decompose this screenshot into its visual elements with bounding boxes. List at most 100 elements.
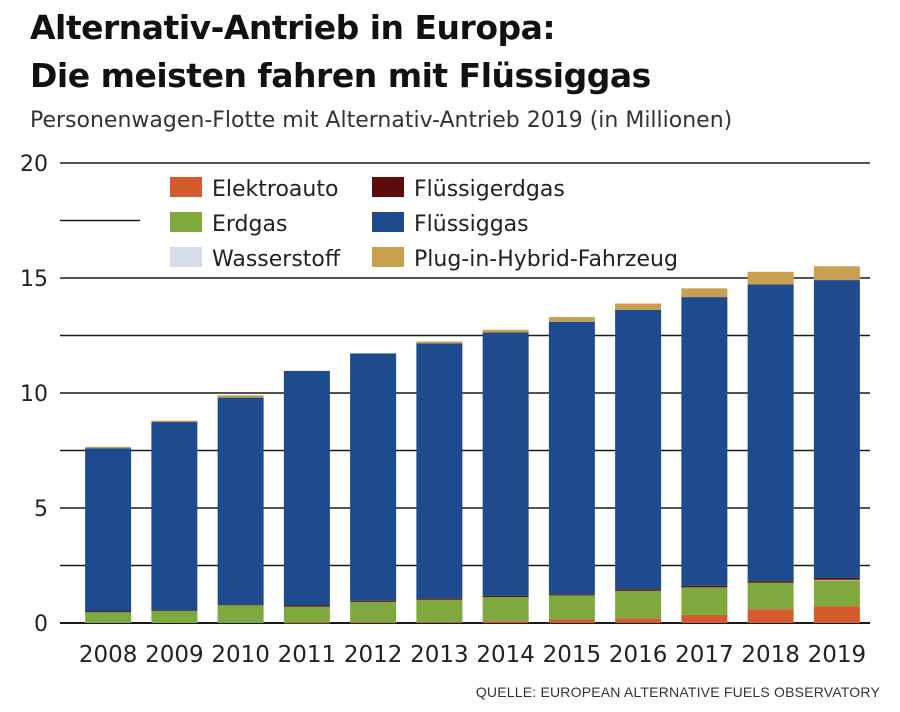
chart-title-line-1: Alternativ-Antrieb in Europa: — [30, 8, 556, 47]
bar-fluessigerdgas-2012 — [350, 600, 397, 602]
bar-erdgas-2015 — [548, 595, 595, 620]
bar-fluessiggas-2018 — [747, 284, 794, 582]
bar-fluessigerdgas-2017 — [681, 585, 728, 588]
bar-erdgas-2018 — [747, 582, 794, 610]
legend-label-fluessigerdgas: Flüssigerdgas — [414, 177, 565, 202]
bar-fluessiggas-2010 — [217, 397, 264, 605]
bar-stacks — [85, 266, 860, 624]
legend-label-plug-in-hybrid-fahrzeug: Plug-in-Hybrid-Fahrzeug — [414, 247, 678, 272]
legend-swatch-fluessiggas — [372, 212, 404, 232]
bar-erdgas-2016 — [615, 590, 662, 619]
legend-swatch-fluessigerdgas — [372, 177, 404, 197]
bar-elektroauto-2012 — [350, 622, 397, 624]
bar-stack-2008 — [85, 446, 132, 623]
legend-label-fluessiggas: Flüssiggas — [414, 212, 529, 237]
bar-elektroauto-2016 — [615, 618, 662, 623]
y-tick-label: 0 — [34, 612, 48, 637]
source-note: QUELLE: EUROPEAN ALTERNATIVE FUELS OBSER… — [475, 684, 880, 700]
bar-elektroauto-2015 — [548, 619, 595, 623]
bar-erdgas-2009 — [151, 610, 198, 623]
bar-fluessiggas-2013 — [416, 343, 463, 599]
legend-label-wasserstoff: Wasserstoff — [212, 247, 341, 272]
bar-plug-in-hybrid-fahrzeug-2013 — [416, 341, 463, 344]
bar-erdgas-2012 — [350, 601, 397, 623]
bar-plug-in-hybrid-fahrzeug-2017 — [681, 288, 728, 298]
legend-item-fluessigerdgas: Flüssigerdgas — [372, 177, 565, 202]
bar-stack-2013 — [416, 341, 463, 623]
bar-stack-2014 — [482, 329, 529, 623]
bar-fluessiggas-2014 — [482, 332, 529, 596]
bar-elektroauto-2017 — [681, 614, 728, 623]
x-tick-label-2011: 2011 — [278, 642, 337, 668]
bar-fluessigerdgas-2019 — [813, 577, 860, 580]
bar-erdgas-2017 — [681, 587, 728, 615]
y-tick-label: 20 — [20, 152, 48, 177]
bar-stack-2016 — [615, 303, 662, 623]
legend-item-elektroauto: Elektroauto — [170, 177, 338, 202]
bar-stack-2018 — [747, 271, 794, 623]
bar-fluessiggas-2016 — [615, 309, 662, 590]
bar-fluessigerdgas-2015 — [548, 594, 595, 596]
bar-fluessigerdgas-2011 — [283, 605, 330, 607]
x-tick-label-2010: 2010 — [211, 642, 270, 668]
bar-erdgas-2019 — [813, 579, 860, 607]
bar-stack-2017 — [681, 288, 728, 623]
y-tick-label: 5 — [34, 497, 48, 522]
bar-fluessiggas-2008 — [85, 448, 132, 612]
x-tick-label-2015: 2015 — [543, 642, 602, 668]
legend-swatch-erdgas — [170, 212, 202, 232]
bar-fluessigerdgas-2014 — [482, 595, 529, 598]
bar-fluessigerdgas-2016 — [615, 589, 662, 591]
bar-erdgas-2013 — [416, 599, 463, 623]
bar-fluessigerdgas-2010 — [217, 604, 264, 606]
legend-item-fluessiggas: Flüssiggas — [372, 212, 529, 237]
bar-plug-in-hybrid-fahrzeug-2015 — [548, 317, 595, 322]
x-tick-label-2008: 2008 — [79, 642, 138, 668]
bar-erdgas-2008 — [85, 611, 132, 623]
bar-elektroauto-2019 — [813, 606, 860, 623]
bar-fluessiggas-2011 — [283, 370, 330, 606]
bar-erdgas-2010 — [217, 605, 264, 623]
legend-item-wasserstoff: Wasserstoff — [170, 247, 341, 272]
bar-fluessiggas-2015 — [548, 321, 595, 595]
y-tick-label: 10 — [20, 382, 48, 407]
bar-elektroauto-2013 — [416, 622, 463, 623]
bar-plug-in-hybrid-fahrzeug-2008 — [85, 446, 132, 449]
bar-stack-2011 — [283, 370, 330, 624]
bar-fluessigerdgas-2008 — [85, 611, 132, 613]
legend-label-erdgas: Erdgas — [212, 212, 287, 237]
x-axis: 2008 2009 2010 2011 2012 2013 2014 2015 2016 2017… — [79, 642, 866, 668]
x-tick-label-2016: 2016 — [609, 642, 668, 668]
bar-plug-in-hybrid-fahrzeug-2016 — [615, 303, 662, 310]
x-tick-label-2017: 2017 — [675, 642, 734, 668]
legend-item-erdgas: Erdgas — [170, 212, 287, 237]
legend-swatch-wasserstoff — [170, 247, 202, 267]
legend: Elektroauto Flüssigerdgas Erdgas Flüssiggas… — [170, 177, 678, 272]
bar-elektroauto-2014 — [482, 621, 529, 623]
bar-stack-2010 — [217, 395, 264, 623]
legend-label-elektroauto: Elektroauto — [212, 177, 338, 202]
x-tick-label-2019: 2019 — [808, 642, 867, 668]
legend-item-plug-in-hybrid-fahrzeug: Plug-in-Hybrid-Fahrzeug — [372, 247, 678, 272]
bar-fluessiggas-2017 — [681, 297, 728, 586]
bar-plug-in-hybrid-fahrzeug-2010 — [217, 395, 264, 398]
bar-plug-in-hybrid-fahrzeug-2014 — [482, 329, 529, 333]
bar-plug-in-hybrid-fahrzeug-2009 — [151, 420, 198, 422]
y-tick-label: 15 — [20, 267, 48, 292]
x-tick-label-2009: 2009 — [145, 642, 204, 668]
chart-subtitle: Personenwagen-Flotte mit Alternativ-Antr… — [30, 108, 733, 133]
x-tick-label-2018: 2018 — [741, 642, 800, 668]
bar-elektroauto-2018 — [747, 609, 794, 623]
legend-swatch-elektroauto — [170, 177, 202, 197]
bar-elektroauto-2011 — [283, 622, 330, 624]
bar-fluessiggas-2012 — [350, 353, 397, 601]
bar-plug-in-hybrid-fahrzeug-2018 — [747, 271, 794, 285]
chart-title-line-2: Die meisten fahren mit Flüssiggas — [30, 56, 651, 95]
legend-swatch-plug-in-hybrid-fahrzeug — [372, 247, 404, 267]
bar-stack-2019 — [813, 266, 860, 623]
bar-stack-2012 — [350, 353, 397, 624]
x-tick-label-2012: 2012 — [344, 642, 403, 668]
bar-fluessiggas-2019 — [813, 280, 860, 578]
bar-stack-2009 — [151, 420, 198, 623]
